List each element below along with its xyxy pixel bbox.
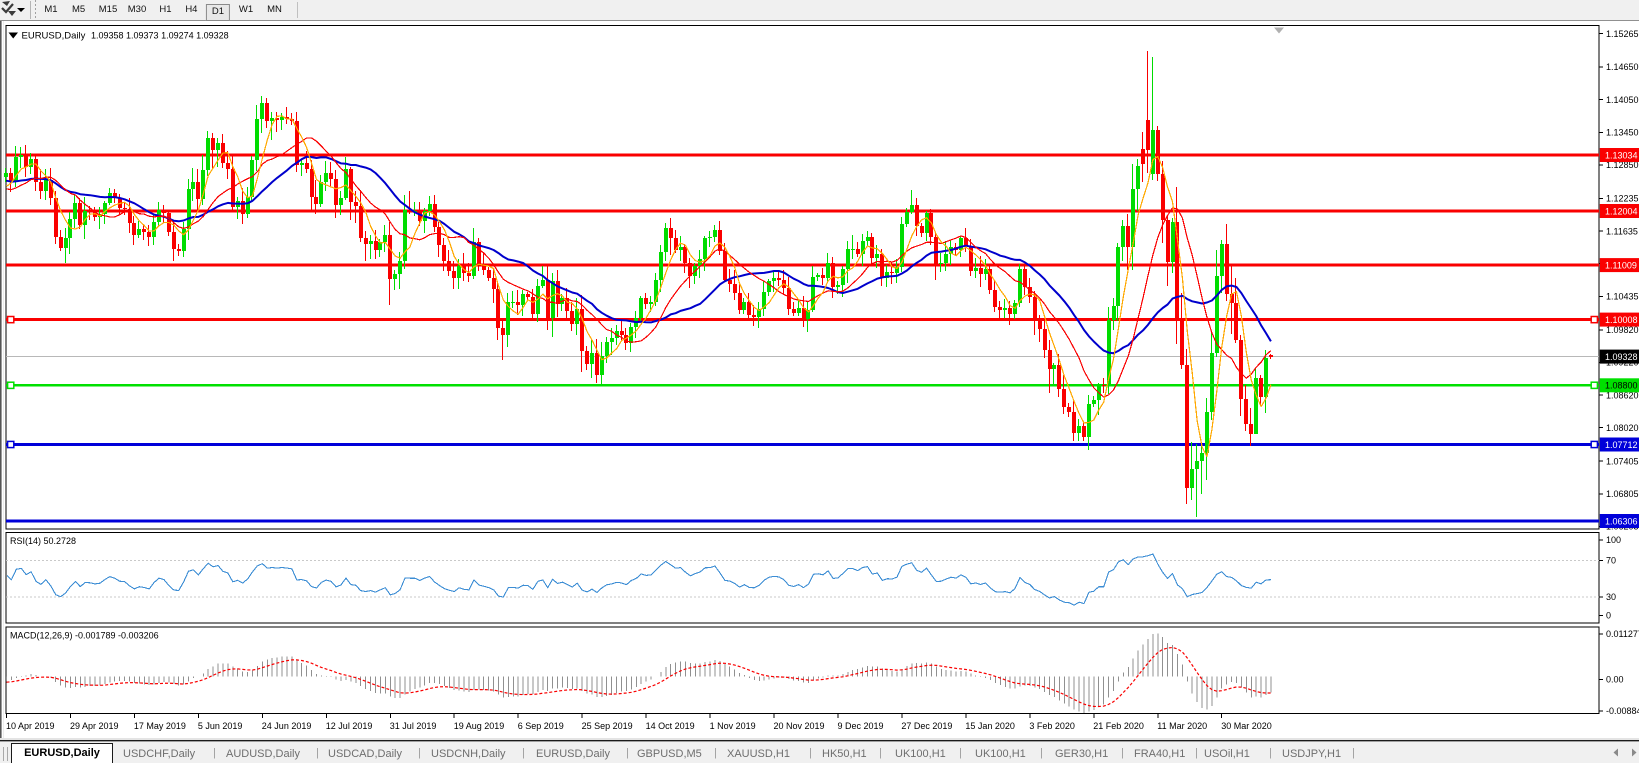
svg-text:31 Jul 2019: 31 Jul 2019 (390, 721, 437, 731)
svg-text:1.06306: 1.06306 (1605, 516, 1638, 526)
svg-text:0.00: 0.00 (1606, 675, 1624, 685)
svg-text:15 Jan 2020: 15 Jan 2020 (965, 721, 1015, 731)
svg-text:1.12235: 1.12235 (1606, 194, 1639, 204)
svg-text:5 Jun 2019: 5 Jun 2019 (198, 721, 243, 731)
svg-text:1.13034: 1.13034 (1605, 150, 1638, 160)
svg-text:1.09328: 1.09328 (1605, 352, 1638, 362)
svg-text:14 Oct 2019: 14 Oct 2019 (646, 721, 695, 731)
svg-text:1.11009: 1.11009 (1605, 261, 1637, 271)
svg-text:11 Mar 2020: 11 Mar 2020 (1157, 721, 1207, 731)
svg-text:1.10008: 1.10008 (1605, 315, 1638, 325)
svg-text:12 Jul 2019: 12 Jul 2019 (326, 721, 373, 731)
svg-text:1.06805: 1.06805 (1606, 489, 1639, 499)
svg-text:RSI(14) 50.2728: RSI(14) 50.2728 (10, 536, 76, 546)
svg-text:1.10435: 1.10435 (1606, 292, 1639, 302)
svg-text:0: 0 (1606, 611, 1611, 621)
svg-text:19 Aug 2019: 19 Aug 2019 (454, 721, 505, 731)
svg-text:21 Feb 2020: 21 Feb 2020 (1093, 721, 1144, 731)
svg-text:1.11635: 1.11635 (1606, 226, 1638, 236)
svg-text:20 Nov 2019: 20 Nov 2019 (774, 721, 825, 731)
svg-text:70: 70 (1606, 556, 1616, 566)
svg-text:6 Sep 2019: 6 Sep 2019 (518, 721, 564, 731)
svg-text:1.08620: 1.08620 (1606, 390, 1639, 400)
svg-text:1.07405: 1.07405 (1606, 456, 1639, 466)
svg-text:0.011277: 0.011277 (1606, 629, 1639, 639)
svg-text:30: 30 (1606, 592, 1616, 602)
svg-text:3 Feb 2020: 3 Feb 2020 (1029, 721, 1075, 731)
svg-text:1.14050: 1.14050 (1606, 95, 1639, 105)
svg-text:1.14650: 1.14650 (1606, 62, 1639, 72)
svg-text:24 Jun 2019: 24 Jun 2019 (262, 721, 312, 731)
svg-text:1.08020: 1.08020 (1606, 423, 1639, 433)
svg-text:MACD(12,26,9) -0.001789 -0.003: MACD(12,26,9) -0.001789 -0.003206 (10, 631, 159, 641)
svg-text:29 Apr 2019: 29 Apr 2019 (70, 721, 119, 731)
svg-text:1.09358 1.09373 1.09274 1.0932: 1.09358 1.09373 1.09274 1.09328 (91, 31, 229, 41)
svg-text:1.07712: 1.07712 (1605, 440, 1638, 450)
svg-text:10 Apr 2019: 10 Apr 2019 (6, 721, 55, 731)
svg-text:27 Dec 2019: 27 Dec 2019 (901, 721, 952, 731)
svg-text:25 Sep 2019: 25 Sep 2019 (582, 721, 633, 731)
svg-text:9 Dec 2019: 9 Dec 2019 (838, 721, 884, 731)
svg-text:1.15265: 1.15265 (1606, 29, 1639, 39)
svg-text:1.12004: 1.12004 (1605, 206, 1638, 216)
svg-text:-0.008843: -0.008843 (1606, 706, 1639, 716)
svg-text:EURUSD,Daily: EURUSD,Daily (22, 31, 86, 42)
svg-text:30 Mar 2020: 30 Mar 2020 (1221, 721, 1272, 731)
svg-text:1 Nov 2019: 1 Nov 2019 (710, 721, 756, 731)
svg-text:17 May 2019: 17 May 2019 (134, 721, 186, 731)
svg-text:100: 100 (1606, 535, 1621, 545)
svg-text:1.12850: 1.12850 (1606, 160, 1639, 170)
svg-text:1.09820: 1.09820 (1606, 325, 1639, 335)
svg-text:1.08800: 1.08800 (1605, 381, 1638, 391)
svg-text:1.13450: 1.13450 (1606, 128, 1639, 138)
